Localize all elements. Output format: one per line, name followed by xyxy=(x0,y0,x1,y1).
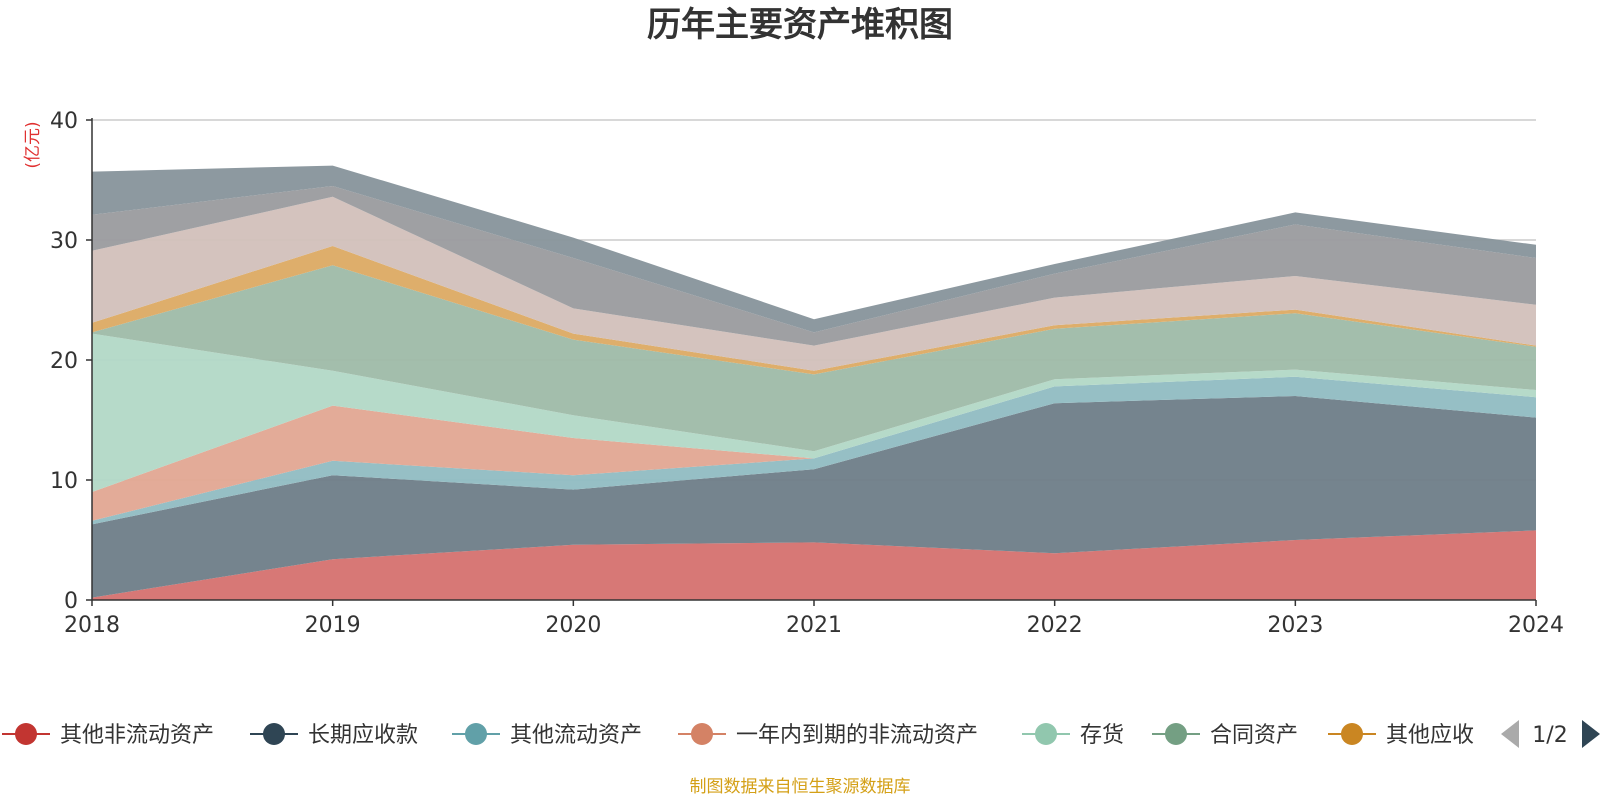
legend-label: 其他非流动资产 xyxy=(60,723,214,748)
legend-marker xyxy=(1165,723,1187,745)
legend-item-4[interactable]: 一年内到期的非流动资产 xyxy=(678,723,978,748)
legend-prev-page-icon[interactable] xyxy=(1501,720,1519,748)
area-series-10 xyxy=(92,165,1536,333)
area-series-4 xyxy=(92,376,1536,521)
area-series-2 xyxy=(92,396,1536,598)
x-tick-label-2021: 2021 xyxy=(786,613,842,638)
legend: 其他非流动资产 长期应收款 其他流动资产 一年内到期的非流动资产 存货 合同资产 其他应收 1… xyxy=(2,720,1600,748)
area-series-8 xyxy=(92,196,1536,371)
legend-item-5[interactable]: 存货 xyxy=(1022,723,1124,748)
legend-item-6[interactable]: 合同资产 xyxy=(1152,723,1298,748)
legend-marker xyxy=(263,723,285,745)
x-tick-label-2024: 2024 xyxy=(1508,613,1564,638)
x-tick-label-2022: 2022 xyxy=(1027,613,1083,638)
legend-page-indicator: 1/2 xyxy=(1532,723,1567,748)
x-tick-label-2020: 2020 xyxy=(545,613,601,638)
legend-next-page-icon[interactable] xyxy=(1582,720,1600,748)
legend-label: 存货 xyxy=(1080,723,1124,748)
y-tick-label: 20 xyxy=(50,349,78,374)
legend-marker xyxy=(465,723,487,745)
legend-marker xyxy=(1035,723,1057,745)
y-tick-label: 10 xyxy=(50,469,78,494)
legend-label: 一年内到期的非流动资产 xyxy=(736,723,978,748)
legend-item-3[interactable]: 其他流动资产 xyxy=(452,723,642,748)
legend-label: 其他应收 xyxy=(1386,723,1474,748)
legend-item-1[interactable]: 其他非流动资产 xyxy=(2,723,214,748)
x-tick-label-2023: 2023 xyxy=(1267,613,1323,638)
y-axis-unit-label: (亿元) xyxy=(23,121,43,168)
area-series-1 xyxy=(92,530,1536,600)
source-note: 制图数据来自恒生聚源数据库 xyxy=(689,777,911,797)
area-series-3 xyxy=(92,376,1536,525)
legend-marker xyxy=(691,723,713,745)
y-tick-label: 40 xyxy=(50,109,78,134)
x-tick-label-2019: 2019 xyxy=(305,613,361,638)
y-tick-label: 0 xyxy=(64,589,78,614)
legend-label: 长期应收款 xyxy=(308,723,418,748)
legend-label: 合同资产 xyxy=(1210,723,1298,748)
y-tick-label: 30 xyxy=(50,229,78,254)
stacked-areas xyxy=(92,165,1536,600)
chart-title: 历年主要资产堆积图 xyxy=(647,5,953,45)
legend-marker xyxy=(1341,723,1363,745)
legend-item-2[interactable]: 长期应收款 xyxy=(250,723,418,748)
area-series-9 xyxy=(92,186,1536,346)
legend-item-7[interactable]: 其他应收 xyxy=(1328,723,1474,748)
legend-label: 其他流动资产 xyxy=(510,723,642,748)
area-series-6 xyxy=(92,265,1536,452)
axes: 0 10 20 30 40 2018 2019 2020 2021 2022 2023 2024 xyxy=(50,109,1564,638)
legend-marker xyxy=(15,723,37,745)
x-tick-label-2018: 2018 xyxy=(64,613,120,638)
